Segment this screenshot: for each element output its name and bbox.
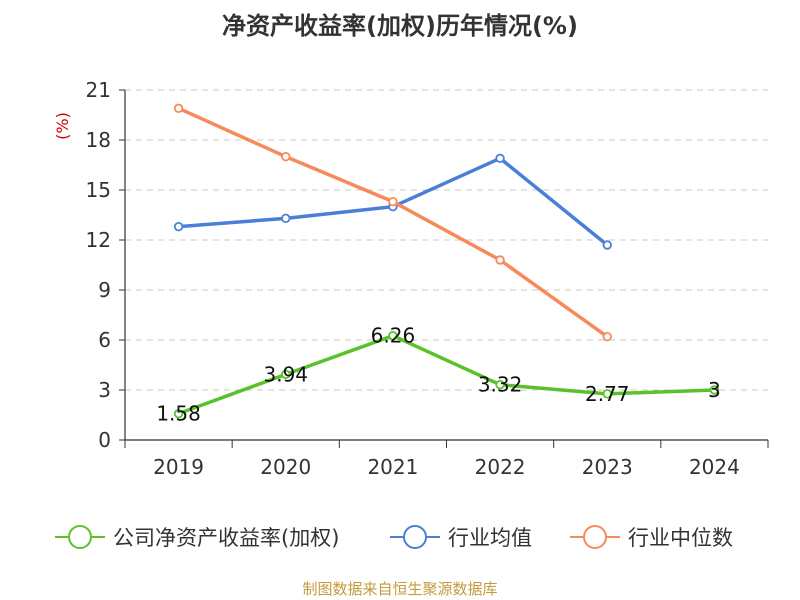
y-tick-label: 0 xyxy=(98,428,111,452)
data-point xyxy=(388,330,398,341)
x-tick-label: 2019 xyxy=(153,455,204,479)
data-label: 3.94 xyxy=(263,362,308,386)
data-label: 6.26 xyxy=(371,324,416,348)
data-point xyxy=(173,408,184,419)
legend-item-1: 公司净资产收益率(加权) xyxy=(55,525,339,550)
legend-marker xyxy=(403,525,427,549)
data-point xyxy=(495,255,505,265)
data-label: 3 xyxy=(708,378,721,402)
y-tick-label: 6 xyxy=(98,328,111,352)
data-point xyxy=(495,153,505,164)
legend-marker xyxy=(583,525,607,549)
legend-item-2: 行业均值 xyxy=(390,525,532,550)
legend-label: 行业中位数 xyxy=(628,526,733,550)
legend-item-3: 行业中位数 xyxy=(570,525,733,550)
y-axis-unit-label: (%) xyxy=(53,112,72,140)
y-tick-label: 3 xyxy=(98,378,111,402)
y-tick-label: 9 xyxy=(98,278,111,302)
data-point xyxy=(388,196,398,207)
data-point xyxy=(709,385,720,395)
x-tick-label: 2021 xyxy=(367,455,418,479)
data-point xyxy=(602,240,612,250)
source-note: 制图数据来自恒生聚源数据库 xyxy=(302,580,497,598)
y-tick-label: 21 xyxy=(86,78,111,102)
legend-label: 公司净资产收益率(加权) xyxy=(113,526,339,550)
data-point xyxy=(602,389,612,399)
data-point xyxy=(173,221,184,232)
legend: 公司净资产收益率(加权) 行业均值 行业中位数 xyxy=(55,525,733,550)
legend-label: 行业均值 xyxy=(448,526,532,550)
y-tick-label: 18 xyxy=(86,128,111,152)
data-point xyxy=(281,213,291,224)
gridlines xyxy=(125,89,768,391)
data-point xyxy=(281,151,291,162)
x-tick-label: 2020 xyxy=(260,455,311,479)
series-3 xyxy=(173,103,612,342)
data-label: 2.77 xyxy=(585,382,630,406)
y-tick-label: 12 xyxy=(86,228,111,252)
x-tick-label: 2024 xyxy=(689,455,740,479)
data-label: 1.58 xyxy=(156,402,201,426)
x-tick-label: 2023 xyxy=(582,455,633,479)
data-point xyxy=(281,369,291,380)
legend-marker xyxy=(68,525,92,549)
x-tick-label: 2022 xyxy=(475,455,526,479)
data-point xyxy=(173,103,184,114)
y-tick-label: 15 xyxy=(86,178,111,202)
chart-title: 净资产收益率(加权)历年情况(%) xyxy=(222,12,578,40)
data-point xyxy=(602,331,612,342)
series-1: 1.58 3.94 6.26 3.32 2.77 3 xyxy=(156,324,720,426)
x-axis: 2019 2020 2021 2022 2023 2024 xyxy=(124,439,769,479)
series-line xyxy=(177,333,715,416)
series-group: 1.58 3.94 6.26 3.32 2.77 3 xyxy=(156,103,721,426)
data-point xyxy=(495,379,505,390)
y-axis: 0 3 6 9 12 15 18 21 xyxy=(86,78,126,452)
data-label: 3.32 xyxy=(478,373,523,397)
